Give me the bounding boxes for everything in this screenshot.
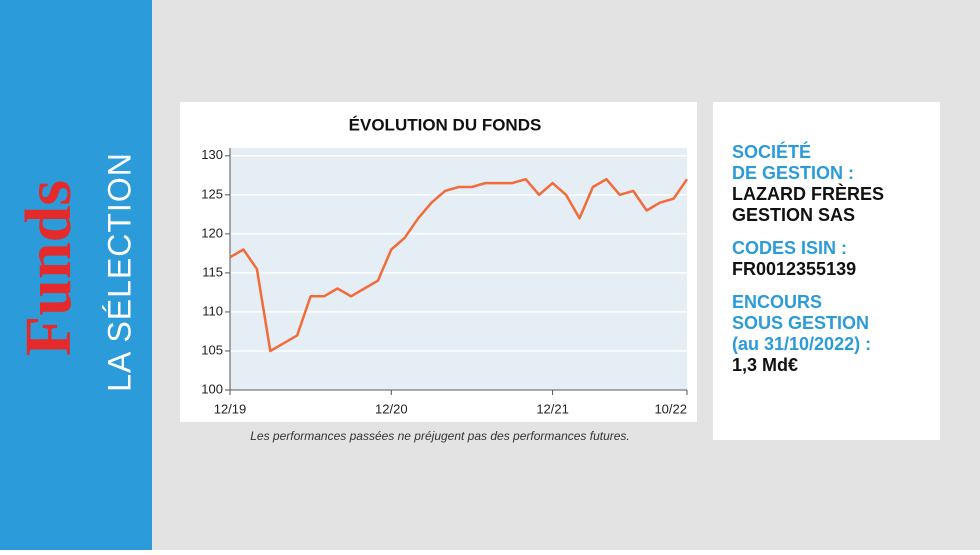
- info-label: ENCOURS: [732, 292, 822, 312]
- x-tick-label: 10/22: [654, 401, 687, 416]
- sidebar-title: Funds: [12, 180, 85, 356]
- y-tick-label: 105: [201, 342, 223, 357]
- x-tick-label: 12/21: [536, 401, 569, 416]
- chart-title: ÉVOLUTION DU FONDS: [349, 115, 542, 134]
- x-tick-label: 12/19: [214, 401, 247, 416]
- info-label: SOUS GESTION: [732, 313, 869, 333]
- sidebar: [0, 0, 152, 550]
- info-panel: [713, 102, 940, 440]
- chart: 100 105 110 115 120 125 130 12/19 12/20 12/21 10/2…: [201, 147, 689, 416]
- y-tick-label: 130: [201, 147, 223, 162]
- info-value: GESTION SAS: [732, 205, 855, 225]
- y-tick-label: 100: [201, 381, 223, 396]
- info-value: 1,3 Md€: [732, 355, 798, 375]
- info-label: SOCIÉTÉ: [732, 141, 811, 162]
- y-tick-label: 110: [202, 303, 223, 318]
- x-tick-label: 12/20: [375, 401, 408, 416]
- sidebar-subtitle: LA SÉLECTION: [101, 152, 137, 392]
- info-label: DE GESTION :: [732, 163, 854, 183]
- y-tick-label: 115: [202, 264, 223, 279]
- info-value: LAZARD FRÈRES: [732, 183, 884, 204]
- info-label: (au 31/10/2022) :: [732, 334, 871, 354]
- y-tick-label: 125: [201, 186, 223, 201]
- plot-area: [230, 148, 687, 390]
- y-tick-label: 120: [201, 225, 223, 240]
- line: [229, 177, 689, 353]
- info-value: FR0012355139: [732, 259, 856, 279]
- info-label: CODES ISIN :: [732, 238, 847, 258]
- chart-note: Les performances passées ne préjugent pa…: [250, 429, 630, 443]
